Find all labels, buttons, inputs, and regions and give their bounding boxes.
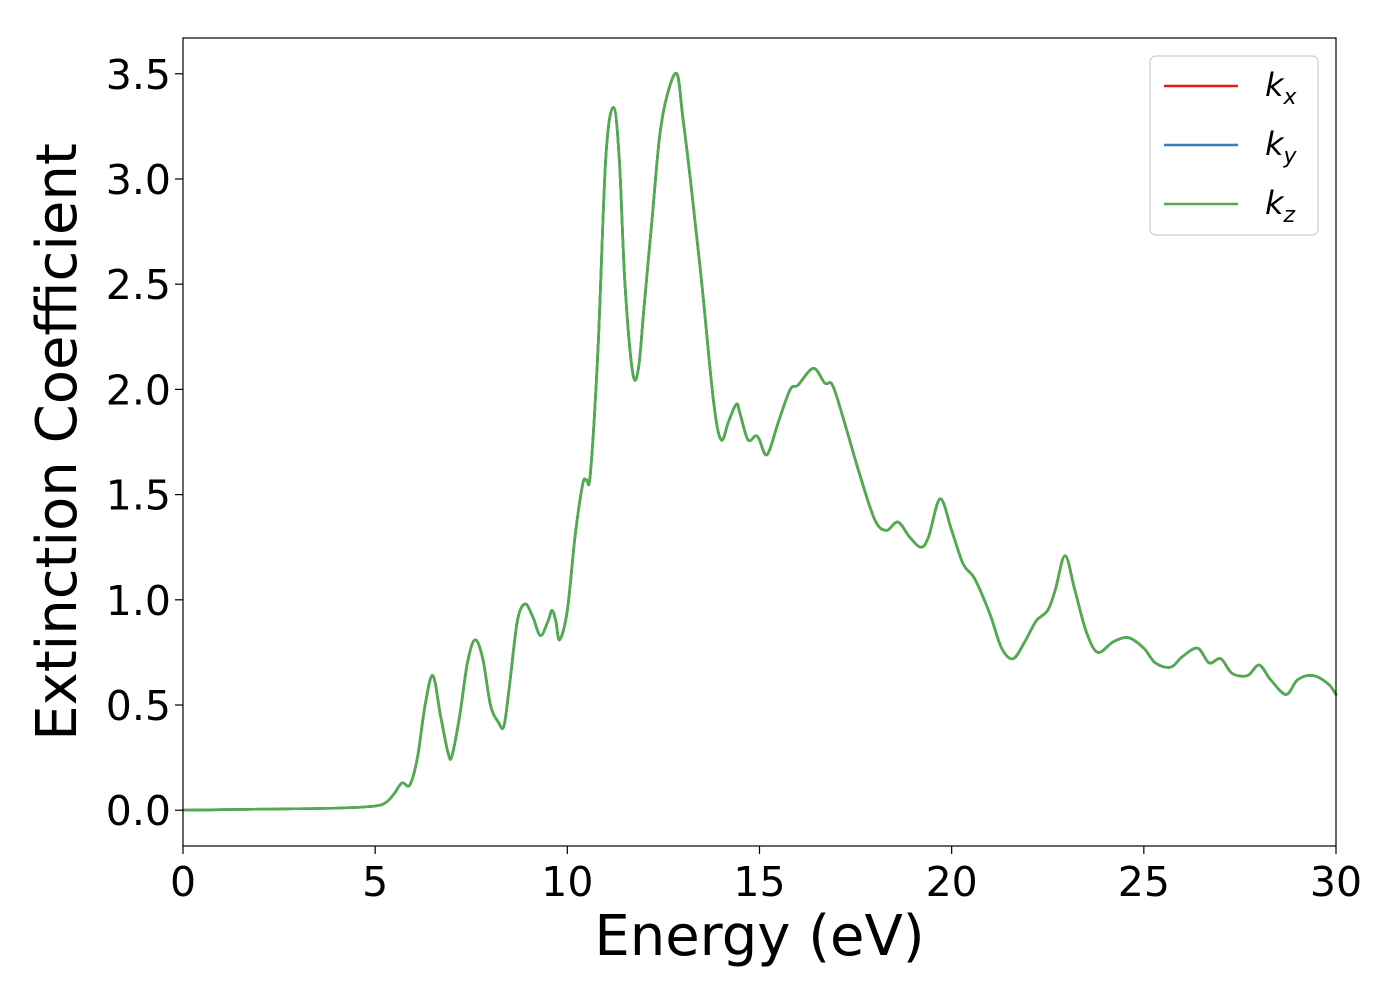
x-tick-label: 15	[733, 858, 785, 906]
x-tick-label: 20	[926, 858, 978, 906]
legend-label-kx: kx	[1265, 66, 1298, 110]
y-tick-label: 0.0	[106, 787, 171, 835]
legend-label-kz: kz	[1265, 184, 1296, 228]
y-tick-label: 1.5	[106, 472, 171, 520]
legend: kx ky kz	[1149, 55, 1319, 236]
x-tick-label: 0	[170, 858, 196, 906]
x-axis-ticks: 0 5 10 15 20 25 30	[170, 846, 1362, 906]
x-tick-label: 5	[362, 858, 388, 906]
x-tick-label: 10	[541, 858, 593, 906]
series-layer	[181, 71, 1338, 812]
y-tick-label: 0.5	[106, 682, 171, 730]
y-tick-label: 2.5	[106, 261, 171, 309]
series-line-kz	[181, 71, 1338, 812]
y-tick-label: 3.5	[106, 51, 171, 99]
legend-label-ky: ky	[1265, 125, 1298, 169]
x-axis-label: Energy (eV)	[594, 904, 924, 969]
y-axis-ticks: 0.0 0.5 1.0 1.5 2.0 2.5 3.0 3.5	[106, 51, 183, 835]
x-tick-label: 25	[1118, 858, 1170, 906]
y-tick-label: 3.0	[106, 156, 171, 204]
y-tick-label: 1.0	[106, 577, 171, 625]
y-axis-label: Extinction Coefficient	[25, 143, 90, 741]
y-tick-label: 2.0	[106, 366, 171, 414]
x-tick-label: 30	[1310, 858, 1362, 906]
